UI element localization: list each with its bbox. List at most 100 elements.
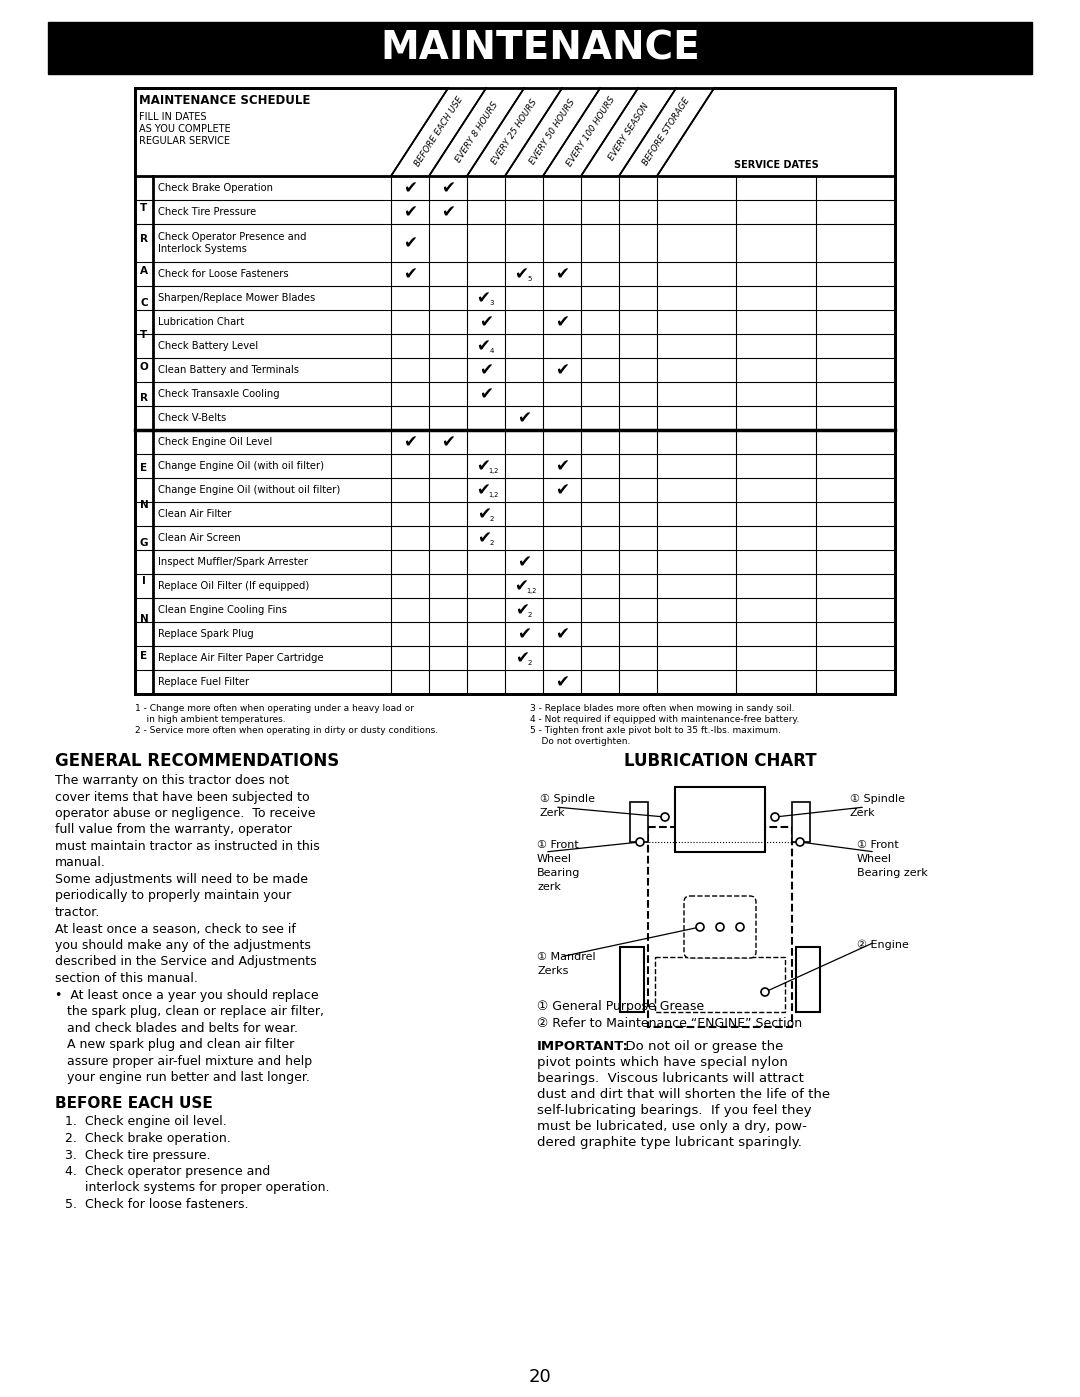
Text: 1,2: 1,2 — [488, 492, 498, 497]
Text: ② Refer to Maintenance “ENGINE” Section: ② Refer to Maintenance “ENGINE” Section — [537, 1017, 802, 1030]
Text: Clean Battery and Terminals: Clean Battery and Terminals — [158, 365, 299, 374]
Text: you should make any of the adjustments: you should make any of the adjustments — [55, 939, 311, 951]
Circle shape — [696, 923, 704, 930]
Text: ✔: ✔ — [441, 179, 455, 197]
Bar — [620, 947, 644, 1011]
Text: Clean Air Filter: Clean Air Filter — [158, 509, 231, 520]
Bar — [675, 787, 765, 852]
Text: ① Spindle: ① Spindle — [850, 793, 905, 805]
Text: Replace Oil Filter (If equipped): Replace Oil Filter (If equipped) — [158, 581, 309, 591]
Text: ✔: ✔ — [515, 601, 529, 619]
Text: 5 - Tighten front axle pivot bolt to 35 ft.-lbs. maximum.: 5 - Tighten front axle pivot bolt to 35 … — [530, 726, 781, 735]
Circle shape — [771, 813, 779, 821]
Text: ✔: ✔ — [555, 360, 569, 379]
Text: Check Operator Presence and
Interlock Systems: Check Operator Presence and Interlock Sy… — [158, 232, 307, 254]
Text: EVERY 50 HOURS: EVERY 50 HOURS — [528, 98, 577, 166]
Text: The warranty on this tractor does not: The warranty on this tractor does not — [55, 774, 289, 787]
Text: Clean Air Screen: Clean Air Screen — [158, 534, 241, 543]
Text: ✔: ✔ — [480, 386, 492, 402]
Text: GENERAL RECOMMENDATIONS: GENERAL RECOMMENDATIONS — [55, 752, 339, 770]
Text: BEFORE EACH USE: BEFORE EACH USE — [413, 95, 464, 169]
Text: ✔: ✔ — [480, 313, 492, 331]
Text: 2: 2 — [528, 612, 532, 617]
Text: ✔: ✔ — [441, 433, 455, 451]
Text: ✔: ✔ — [403, 203, 417, 221]
Text: Change Engine Oil (without oil filter): Change Engine Oil (without oil filter) — [158, 485, 340, 495]
Text: Change Engine Oil (with oil filter): Change Engine Oil (with oil filter) — [158, 461, 324, 471]
Text: 4 - Not required if equipped with maintenance-free battery.: 4 - Not required if equipped with mainte… — [530, 715, 799, 724]
Text: ✔: ✔ — [517, 553, 531, 571]
Circle shape — [761, 988, 769, 996]
Text: O: O — [139, 362, 148, 372]
Text: ✔: ✔ — [403, 433, 417, 451]
Circle shape — [661, 813, 669, 821]
Text: ✔: ✔ — [515, 650, 529, 666]
Text: 2 - Service more often when operating in dirty or dusty conditions.: 2 - Service more often when operating in… — [135, 726, 438, 735]
Circle shape — [735, 923, 744, 930]
Text: ✔: ✔ — [555, 481, 569, 499]
Text: N: N — [139, 613, 148, 623]
Text: 20: 20 — [528, 1368, 552, 1386]
Text: ✔: ✔ — [555, 624, 569, 643]
Text: in high ambient temperatures.: in high ambient temperatures. — [135, 715, 285, 724]
Text: cover items that have been subjected to: cover items that have been subjected to — [55, 791, 310, 803]
Text: tractor.: tractor. — [55, 907, 100, 919]
Text: C: C — [140, 298, 148, 307]
Text: Clean Engine Cooling Fins: Clean Engine Cooling Fins — [158, 605, 287, 615]
Text: I: I — [143, 576, 146, 585]
Text: 1 - Change more often when operating under a heavy load or: 1 - Change more often when operating und… — [135, 704, 414, 712]
Text: described in the Service and Adjustments: described in the Service and Adjustments — [55, 956, 316, 968]
Text: Check Transaxle Cooling: Check Transaxle Cooling — [158, 388, 280, 400]
Circle shape — [716, 923, 724, 930]
Text: ✔: ✔ — [517, 624, 531, 643]
Bar — [796, 947, 820, 1011]
Text: must be lubricated, use only a dry, pow-: must be lubricated, use only a dry, pow- — [537, 1120, 807, 1133]
Text: dust and dirt that will shorten the life of the: dust and dirt that will shorten the life… — [537, 1088, 831, 1101]
Text: ① General Purpose Grease: ① General Purpose Grease — [537, 1000, 704, 1013]
Text: must maintain tractor as instructed in this: must maintain tractor as instructed in t… — [55, 840, 320, 854]
Text: ✔: ✔ — [477, 504, 491, 522]
Bar — [630, 802, 648, 842]
Text: ② Engine: ② Engine — [858, 940, 909, 950]
Text: E: E — [140, 462, 148, 472]
Text: Sharpen/Replace Mower Blades: Sharpen/Replace Mower Blades — [158, 293, 315, 303]
Text: ✔: ✔ — [403, 179, 417, 197]
Text: manual.: manual. — [55, 856, 106, 869]
FancyBboxPatch shape — [684, 895, 756, 958]
Text: LUBRICATION CHART: LUBRICATION CHART — [623, 752, 816, 770]
Text: E: E — [140, 651, 148, 661]
Text: ✔: ✔ — [555, 673, 569, 692]
Text: Bearing zerk: Bearing zerk — [858, 868, 928, 877]
Text: ✔: ✔ — [555, 457, 569, 475]
Text: Wheel: Wheel — [537, 854, 572, 863]
Text: Replace Spark Plug: Replace Spark Plug — [158, 629, 254, 638]
Text: Check Engine Oil Level: Check Engine Oil Level — [158, 437, 272, 447]
Text: Check Battery Level: Check Battery Level — [158, 341, 258, 351]
Text: ✔: ✔ — [477, 529, 491, 548]
Text: ✔: ✔ — [476, 457, 490, 475]
Text: Check Brake Operation: Check Brake Operation — [158, 183, 273, 193]
Polygon shape — [391, 88, 714, 176]
Text: Some adjustments will need to be made: Some adjustments will need to be made — [55, 873, 308, 886]
Text: Zerk: Zerk — [850, 807, 876, 819]
Text: 3: 3 — [489, 300, 495, 306]
Text: Replace Fuel Filter: Replace Fuel Filter — [158, 678, 249, 687]
Text: the spark plug, clean or replace air filter,: the spark plug, clean or replace air fil… — [55, 1004, 324, 1018]
Text: G: G — [139, 538, 148, 548]
Text: interlock systems for proper operation.: interlock systems for proper operation. — [65, 1182, 329, 1194]
Text: T: T — [140, 330, 148, 339]
Text: section of this manual.: section of this manual. — [55, 972, 198, 985]
Text: ✔: ✔ — [403, 265, 417, 284]
Circle shape — [636, 838, 644, 847]
Text: ① Spindle: ① Spindle — [540, 793, 595, 805]
Text: EVERY 25 HOURS: EVERY 25 HOURS — [490, 98, 539, 166]
Circle shape — [796, 838, 804, 847]
Text: dered graphite type lubricant sparingly.: dered graphite type lubricant sparingly. — [537, 1136, 801, 1148]
Text: bearings.  Viscous lubricants will attract: bearings. Viscous lubricants will attrac… — [537, 1071, 804, 1085]
Text: BEFORE EACH USE: BEFORE EACH USE — [55, 1095, 213, 1111]
Text: R: R — [140, 393, 148, 404]
Text: 1,2: 1,2 — [526, 588, 536, 594]
Text: 5.  Check for loose fasteners.: 5. Check for loose fasteners. — [65, 1199, 248, 1211]
Text: R: R — [140, 235, 148, 244]
Text: Check Tire Pressure: Check Tire Pressure — [158, 207, 256, 217]
